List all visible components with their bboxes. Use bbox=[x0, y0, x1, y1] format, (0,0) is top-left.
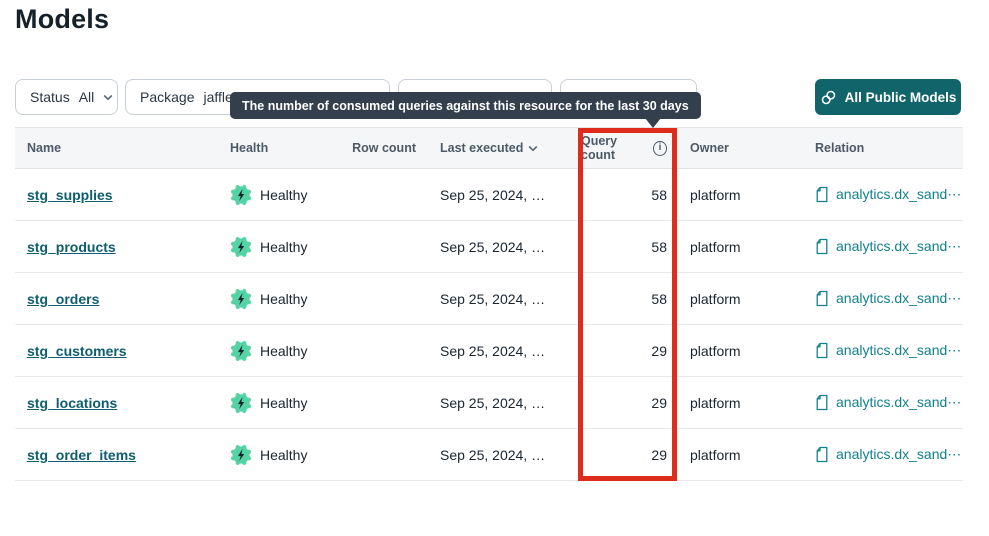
model-name-link[interactable]: stg_products bbox=[27, 238, 116, 255]
relation-link[interactable]: analytics.dx_sand⋯ bbox=[836, 446, 962, 462]
health-cell: Healthy bbox=[230, 444, 348, 466]
relation-cell: analytics.dx_sand⋯ bbox=[802, 394, 963, 411]
health-label: Healthy bbox=[260, 342, 308, 359]
info-icon[interactable]: i bbox=[653, 140, 667, 156]
relation-link[interactable]: analytics.dx_sand⋯ bbox=[836, 290, 962, 306]
health-label: Healthy bbox=[260, 394, 308, 411]
column-header-query-count: Query count i bbox=[581, 134, 677, 162]
document-icon bbox=[816, 186, 828, 203]
table-row: stg_products Healthy Sep 25, 2024, … 58 … bbox=[15, 221, 963, 273]
relation-cell: analytics.dx_sand⋯ bbox=[802, 446, 963, 463]
last-executed-cell: Sep 25, 2024, … bbox=[440, 186, 546, 203]
status-filter-label: Status bbox=[30, 89, 70, 105]
query-count-cell: 29 bbox=[651, 394, 667, 411]
healthy-badge-icon bbox=[230, 340, 252, 361]
relation-cell: analytics.dx_sand⋯ bbox=[802, 186, 963, 203]
last-executed-cell: Sep 25, 2024, … bbox=[440, 342, 546, 359]
table-row: stg_supplies Healthy Sep 25, 2024, … 58 … bbox=[15, 169, 963, 221]
tooltip-caret bbox=[645, 118, 661, 128]
sort-chevron-icon bbox=[529, 145, 538, 151]
model-name-link[interactable]: stg_customers bbox=[27, 342, 127, 359]
last-executed-cell: Sep 25, 2024, … bbox=[440, 290, 546, 307]
health-label: Healthy bbox=[260, 238, 308, 255]
health-cell: Healthy bbox=[230, 392, 348, 414]
relation-cell: analytics.dx_sand⋯ bbox=[802, 342, 963, 359]
relation-link[interactable]: analytics.dx_sand⋯ bbox=[836, 238, 962, 254]
last-executed-cell: Sep 25, 2024, … bbox=[440, 446, 546, 463]
owner-cell: platform bbox=[690, 342, 741, 359]
column-header-health: Health bbox=[230, 141, 269, 155]
query-count-cell: 29 bbox=[651, 446, 667, 463]
column-header-relation: Relation bbox=[815, 141, 865, 155]
query-count-cell: 58 bbox=[651, 186, 667, 203]
table-row: stg_orders Healthy Sep 25, 2024, … 58 pl… bbox=[15, 273, 963, 325]
healthy-badge-icon bbox=[230, 392, 252, 413]
document-icon bbox=[816, 394, 828, 411]
healthy-badge-icon bbox=[230, 184, 252, 205]
healthy-badge-icon bbox=[230, 236, 252, 257]
query-count-tooltip: The number of consumed queries against t… bbox=[230, 92, 701, 119]
model-name-link[interactable]: stg_orders bbox=[27, 290, 100, 307]
relation-cell: analytics.dx_sand⋯ bbox=[802, 290, 963, 307]
owner-cell: platform bbox=[690, 186, 741, 203]
relation-link[interactable]: analytics.dx_sand⋯ bbox=[836, 394, 962, 410]
column-header-owner: Owner bbox=[690, 141, 729, 155]
document-icon bbox=[816, 290, 828, 307]
table-row: stg_customers Healthy Sep 25, 2024, … 29… bbox=[15, 325, 963, 377]
query-count-cell: 58 bbox=[651, 238, 667, 255]
status-filter-value: All bbox=[78, 89, 95, 105]
table-row: stg_order_items Healthy Sep 25, 2024, … … bbox=[15, 429, 963, 481]
relation-cell: analytics.dx_sand⋯ bbox=[802, 238, 963, 255]
document-icon bbox=[816, 238, 828, 255]
relation-link[interactable]: analytics.dx_sand⋯ bbox=[836, 342, 962, 358]
status-filter-dropdown[interactable]: Status All bbox=[15, 79, 118, 115]
all-public-models-button[interactable]: All Public Models bbox=[815, 79, 961, 115]
health-cell: Healthy bbox=[230, 236, 348, 258]
table-row: stg_locations Healthy Sep 25, 2024, … 29… bbox=[15, 377, 963, 429]
health-cell: Healthy bbox=[230, 288, 348, 310]
healthy-badge-icon bbox=[230, 288, 252, 309]
query-count-cell: 58 bbox=[651, 290, 667, 307]
health-cell: Healthy bbox=[230, 184, 348, 206]
table-header-row: Name Health Row count Last executed Quer… bbox=[15, 127, 963, 169]
last-executed-cell: Sep 25, 2024, … bbox=[440, 394, 546, 411]
column-header-last-executed[interactable]: Last executed bbox=[424, 141, 581, 155]
models-table: Name Health Row count Last executed Quer… bbox=[15, 127, 963, 481]
query-count-cell: 29 bbox=[651, 342, 667, 359]
health-label: Healthy bbox=[260, 186, 308, 203]
document-icon bbox=[816, 446, 828, 463]
health-label: Healthy bbox=[260, 446, 308, 463]
page-title: Models bbox=[15, 4, 110, 34]
chevron-down-icon bbox=[103, 94, 113, 100]
package-filter-label: Package bbox=[140, 89, 195, 105]
column-header-name: Name bbox=[27, 141, 62, 155]
column-header-row-count: Row count bbox=[352, 141, 416, 155]
link-icon bbox=[821, 90, 835, 104]
health-cell: Healthy bbox=[230, 340, 348, 362]
all-public-models-label: All Public Models bbox=[844, 89, 957, 105]
owner-cell: platform bbox=[690, 238, 741, 255]
model-name-link[interactable]: stg_locations bbox=[27, 394, 118, 411]
relation-link[interactable]: analytics.dx_sand⋯ bbox=[836, 186, 962, 202]
healthy-badge-icon bbox=[230, 444, 252, 465]
owner-cell: platform bbox=[690, 446, 741, 463]
last-executed-cell: Sep 25, 2024, … bbox=[440, 238, 546, 255]
health-label: Healthy bbox=[260, 290, 308, 307]
owner-cell: platform bbox=[690, 394, 741, 411]
model-name-link[interactable]: stg_order_items bbox=[27, 446, 136, 463]
model-name-link[interactable]: stg_supplies bbox=[27, 186, 113, 203]
document-icon bbox=[816, 342, 828, 359]
owner-cell: platform bbox=[690, 290, 741, 307]
